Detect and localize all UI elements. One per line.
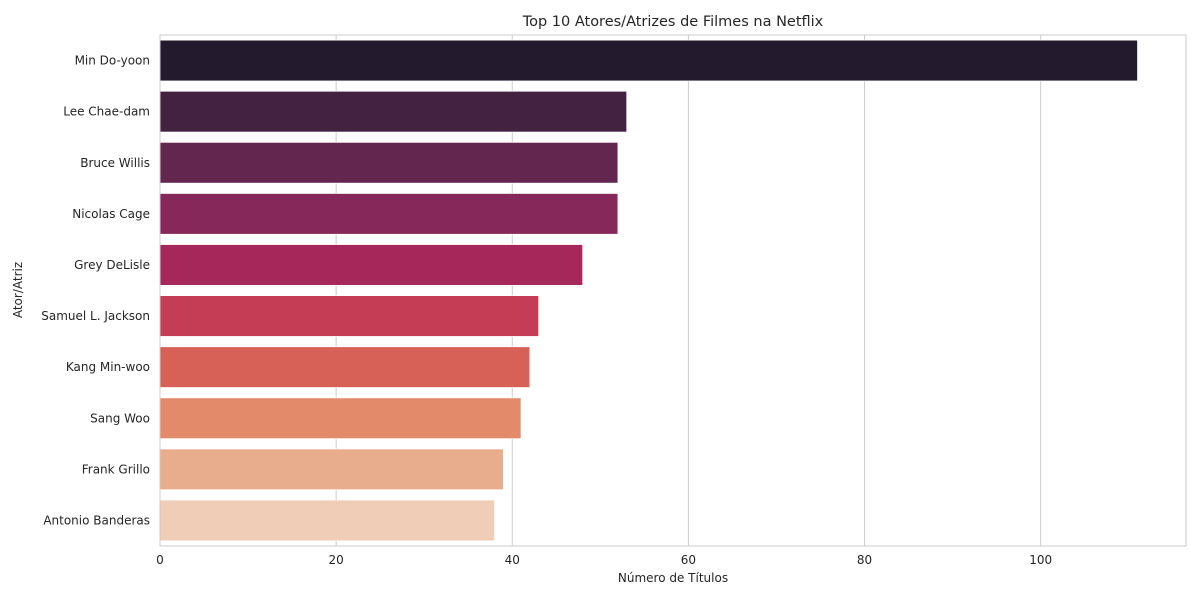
y-axis-ticks: Min Do-yoon Lee Chae-dam Bruce Willis Nicol… [41, 54, 150, 528]
bar [159, 295, 540, 337]
plot-border [159, 34, 1187, 547]
bar [159, 90, 628, 133]
y-tick-label: Lee Chae-dam [63, 105, 150, 119]
chart-title: Top 10 Atores/Atrizes de Filmes na Netfl… [522, 14, 824, 30]
bar [159, 244, 584, 286]
x-tick-label: 40 [505, 553, 520, 567]
bars [159, 39, 1138, 542]
y-tick-label: Antonio Banderas [43, 513, 150, 527]
bar [159, 499, 496, 542]
x-tick-label: 100 [1029, 553, 1052, 567]
x-axis-title: Número de Títulos [618, 571, 728, 585]
x-axis-ticks: 0 20 40 60 80 100 [156, 553, 1052, 567]
bar [159, 193, 619, 235]
y-tick-label: Samuel L. Jackson [41, 309, 150, 323]
y-tick-label: Bruce Willis [80, 156, 150, 170]
x-tick-label: 80 [857, 553, 872, 567]
bar [159, 397, 522, 440]
x-tick-label: 60 [681, 553, 696, 567]
y-tick-label: Min Do-yoon [75, 54, 150, 68]
plot-frame [159, 34, 1187, 547]
bar [159, 346, 531, 388]
bar [159, 448, 504, 491]
bar [159, 39, 1138, 82]
x-tick-label: 0 [156, 553, 164, 567]
x-tick-label: 20 [328, 553, 343, 567]
y-tick-label: Nicolas Cage [72, 207, 150, 221]
y-tick-label: Grey DeLisle [74, 258, 150, 272]
y-axis-title: Ator/Atriz [11, 262, 25, 318]
y-tick-label: Kang Min-woo [66, 360, 150, 374]
y-tick-label: Frank Grillo [82, 462, 150, 476]
y-tick-label: Sang Woo [90, 411, 150, 425]
bar [159, 141, 619, 184]
